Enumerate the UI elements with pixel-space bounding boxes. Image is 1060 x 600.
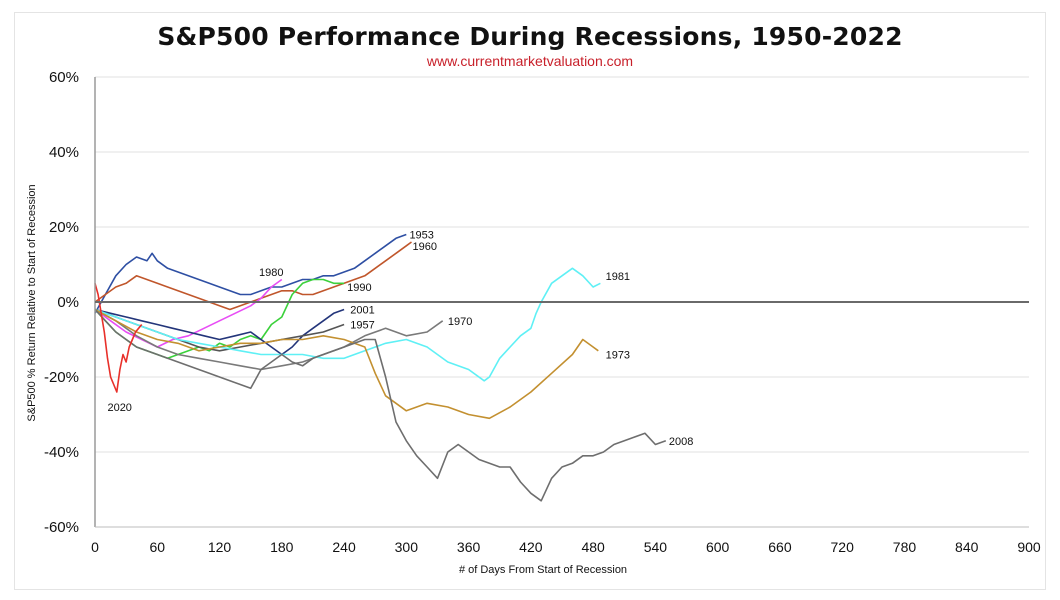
series-line-2008 <box>94 308 667 502</box>
series-line-1970 <box>94 308 444 371</box>
y-axis-label: S&P500 % Return Relative to Start of Rec… <box>26 184 38 421</box>
x-tick-label: 840 <box>955 539 979 555</box>
axes: 60% 40% 20% 0% -20% -40% -60% 0 60 120 180 240 300 36… <box>44 69 1041 555</box>
y-tick-label: -40% <box>44 444 79 461</box>
y-tick-label: 60% <box>49 69 79 86</box>
series-label-1973: 1973 <box>606 350 630 362</box>
x-tick-label: 780 <box>893 539 917 555</box>
x-tick-label: 480 <box>581 539 605 555</box>
x-tick-label: 240 <box>332 539 356 555</box>
series-label-2001: 2001 <box>350 305 374 317</box>
y-tick-label: -60% <box>44 519 79 536</box>
series-line-2001 <box>94 308 345 356</box>
x-tick-label: 120 <box>208 539 232 555</box>
series-line-2020 <box>94 283 143 393</box>
series-label-2020: 2020 <box>107 402 131 414</box>
x-tick-label: 420 <box>519 539 543 555</box>
series-line-1973 <box>94 308 599 420</box>
x-tick-label: 900 <box>1017 539 1041 555</box>
y-tick-label: 0% <box>57 294 79 311</box>
series-label-2008: 2008 <box>669 436 693 448</box>
x-tick-label: 720 <box>831 539 855 555</box>
series-line-1981 <box>94 267 601 382</box>
x-axis-label: # of Days From Start of Recession <box>459 564 627 576</box>
series-label-1957: 1957 <box>350 320 374 332</box>
series-label-1960: 1960 <box>413 241 437 253</box>
chart-subtitle: www.currentmarketvaluation.com <box>426 53 634 69</box>
x-tick-label: 600 <box>706 539 730 555</box>
x-tick-label: 0 <box>91 539 99 555</box>
y-tick-label: -20% <box>44 369 79 386</box>
x-tick-label: 360 <box>457 539 481 555</box>
x-tick-label: 540 <box>644 539 668 555</box>
x-tick-label: 60 <box>149 539 165 555</box>
chart-title: S&P500 Performance During Recessions, 19… <box>157 22 903 51</box>
x-tick-label: 180 <box>270 539 294 555</box>
series-label-1980: 1980 <box>259 267 283 279</box>
grid-lines <box>95 76 1029 453</box>
y-tick-label: 40% <box>49 144 79 161</box>
series-label-1990: 1990 <box>347 282 371 294</box>
x-tick-label: 300 <box>395 539 419 555</box>
series-label-1970: 1970 <box>448 316 472 328</box>
series-line-1960 <box>94 241 412 311</box>
series-label-1981: 1981 <box>606 271 630 283</box>
series-line-1953 <box>94 233 407 314</box>
series-label-1953: 1953 <box>409 230 433 242</box>
x-tick-label: 660 <box>768 539 792 555</box>
series-line-1980 <box>94 278 283 348</box>
y-tick-label: 20% <box>49 219 79 236</box>
series-lines <box>94 233 667 502</box>
